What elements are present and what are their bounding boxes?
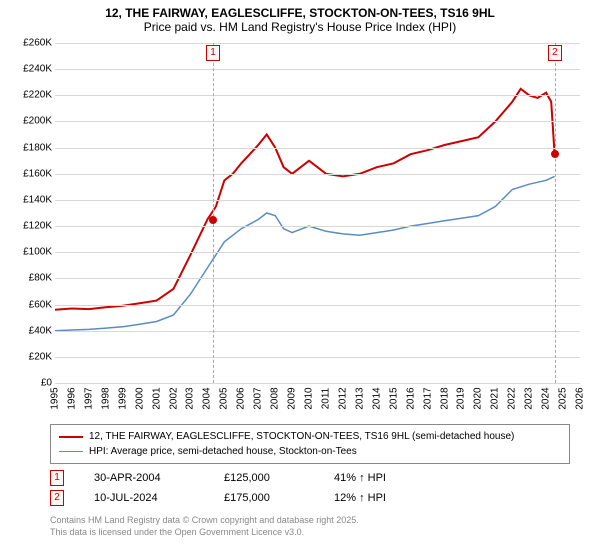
xtick-label: 2022	[507, 387, 518, 409]
xtick-label: 2014	[371, 387, 382, 409]
xtick-label: 2010	[304, 387, 315, 409]
sale-dot-1	[209, 216, 217, 224]
ytick-label: £20K	[12, 351, 52, 362]
sale-price: £175,000	[224, 488, 304, 508]
xtick-label: 2007	[253, 387, 264, 409]
plot-region: 12	[55, 43, 580, 383]
xtick-label: 2018	[439, 387, 450, 409]
ytick-label: £260K	[12, 38, 52, 49]
xtick-label: 2019	[456, 387, 467, 409]
xtick-label: 2024	[541, 387, 552, 409]
title-subtitle: Price paid vs. HM Land Registry's House …	[10, 20, 590, 34]
sale-marker-1: 1	[206, 45, 220, 61]
ytick-label: £180K	[12, 142, 52, 153]
legend-label: HPI: Average price, semi-detached house,…	[89, 444, 357, 459]
ytick-label: £220K	[12, 90, 52, 101]
xtick-label: 2023	[524, 387, 535, 409]
sale-date: 30-APR-2004	[94, 468, 194, 488]
xtick-label: 1995	[50, 387, 61, 409]
xtick-label: 2017	[422, 387, 433, 409]
xtick-label: 2016	[405, 387, 416, 409]
sale-date: 10-JUL-2024	[94, 488, 194, 508]
xtick-label: 2008	[270, 387, 281, 409]
legend: 12, THE FAIRWAY, EAGLESCLIFFE, STOCKTON-…	[50, 424, 570, 464]
sale-pct: 12% ↑ HPI	[334, 488, 434, 508]
xtick-label: 2004	[202, 387, 213, 409]
chart-area: 12 £0£20K£40K£60K£80K£100K£120K£140K£160…	[10, 38, 590, 418]
xtick-label: 2003	[185, 387, 196, 409]
legend-item: 12, THE FAIRWAY, EAGLESCLIFFE, STOCKTON-…	[59, 429, 561, 444]
ytick-label: £160K	[12, 168, 52, 179]
sale-marker-2: 2	[548, 45, 562, 61]
xtick-label: 2006	[236, 387, 247, 409]
title-address: 12, THE FAIRWAY, EAGLESCLIFFE, STOCKTON-…	[10, 6, 590, 20]
xtick-label: 2015	[388, 387, 399, 409]
footer-line2: This data is licensed under the Open Gov…	[50, 526, 600, 538]
sale-row: 2 10-JUL-2024 £175,000 12% ↑ HPI	[50, 488, 600, 508]
footer: Contains HM Land Registry data © Crown c…	[50, 514, 600, 538]
xtick-label: 1996	[66, 387, 77, 409]
legend-swatch	[59, 436, 83, 438]
legend-swatch	[59, 451, 83, 453]
xtick-label: 2005	[219, 387, 230, 409]
xtick-label: 2026	[575, 387, 586, 409]
xtick-label: 2013	[354, 387, 365, 409]
chart-container: 12, THE FAIRWAY, EAGLESCLIFFE, STOCKTON-…	[0, 0, 600, 560]
xtick-label: 2000	[134, 387, 145, 409]
xtick-label: 2002	[168, 387, 179, 409]
xtick-label: 2021	[490, 387, 501, 409]
legend-item: HPI: Average price, semi-detached house,…	[59, 444, 561, 459]
xtick-label: 1999	[117, 387, 128, 409]
ytick-label: £100K	[12, 247, 52, 258]
xtick-label: 2009	[287, 387, 298, 409]
ytick-label: £40K	[12, 325, 52, 336]
sale-dot-2	[551, 150, 559, 158]
ytick-label: £120K	[12, 221, 52, 232]
xtick-label: 2011	[320, 388, 331, 410]
sale-pct: 41% ↑ HPI	[334, 468, 434, 488]
sale-row-marker: 2	[50, 490, 64, 506]
ytick-label: £60K	[12, 299, 52, 310]
footer-line1: Contains HM Land Registry data © Crown c…	[50, 514, 600, 526]
legend-label: 12, THE FAIRWAY, EAGLESCLIFFE, STOCKTON-…	[89, 429, 514, 444]
xtick-label: 2025	[558, 387, 569, 409]
chart-svg	[55, 43, 580, 383]
xtick-label: 2020	[473, 387, 484, 409]
ytick-label: £240K	[12, 64, 52, 75]
ytick-label: £0	[12, 378, 52, 389]
ytick-label: £140K	[12, 194, 52, 205]
title-block: 12, THE FAIRWAY, EAGLESCLIFFE, STOCKTON-…	[0, 0, 600, 38]
sale-row: 1 30-APR-2004 £125,000 41% ↑ HPI	[50, 468, 600, 488]
sale-row-marker: 1	[50, 470, 64, 486]
sale-price: £125,000	[224, 468, 304, 488]
xtick-label: 1998	[100, 387, 111, 409]
xtick-label: 2001	[151, 387, 162, 409]
ytick-label: £80K	[12, 273, 52, 284]
xtick-label: 1997	[83, 387, 94, 409]
xtick-label: 2012	[337, 387, 348, 409]
ytick-label: £200K	[12, 116, 52, 127]
sales-table: 1 30-APR-2004 £125,000 41% ↑ HPI 2 10-JUL-202…	[50, 468, 600, 508]
